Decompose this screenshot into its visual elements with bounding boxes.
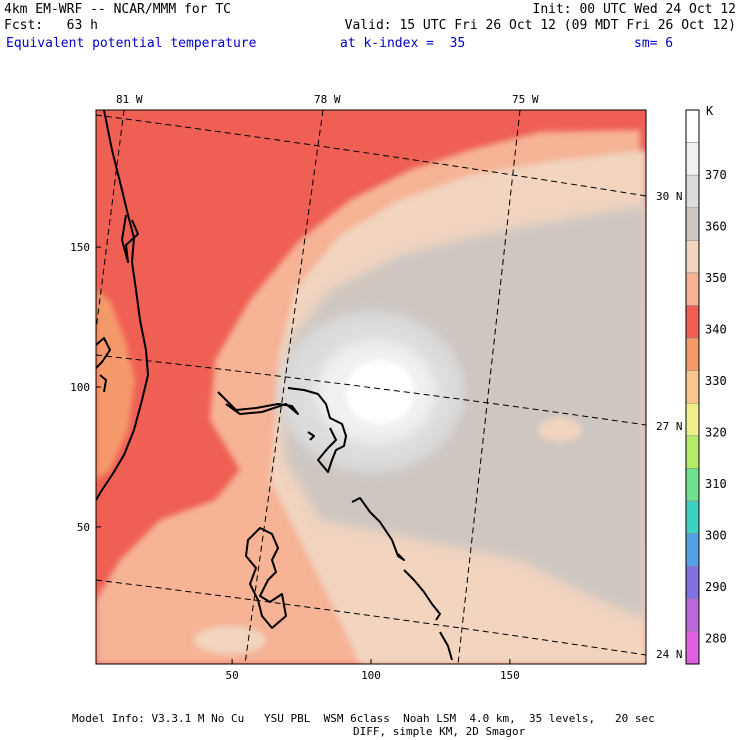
colorbar-label: 340 bbox=[705, 323, 727, 337]
colorbar-label: 310 bbox=[705, 477, 727, 491]
y-tick-label: 150 bbox=[70, 241, 90, 254]
colorbar-bin bbox=[685, 305, 700, 339]
meridian-78w bbox=[244, 110, 324, 664]
colorbar: K 370 360 350 340 330 320 310 300 290 280 bbox=[685, 104, 727, 665]
lon-label-81w: 81 W bbox=[116, 93, 143, 106]
coastlines bbox=[96, 110, 453, 661]
colorbar-bin bbox=[685, 240, 700, 274]
florida-east-coast bbox=[96, 110, 149, 501]
andros bbox=[245, 527, 287, 629]
parallel-24n bbox=[96, 579, 646, 656]
graticule bbox=[96, 110, 646, 664]
long-island bbox=[439, 631, 453, 661]
meridian-81w bbox=[96, 110, 125, 331]
eleuthera bbox=[351, 497, 405, 561]
colorbar-label: 350 bbox=[705, 271, 727, 285]
lat-label-30n: 30 N bbox=[656, 190, 683, 203]
colorbar-bin bbox=[685, 337, 700, 371]
colorbar-label: 330 bbox=[705, 374, 727, 388]
colorbar-bin bbox=[685, 109, 700, 143]
colorbar-bin bbox=[685, 435, 700, 469]
lake-okeechobee bbox=[99, 374, 107, 393]
latitude-labels: 30 N 27 N 24 N bbox=[656, 190, 683, 661]
florida-indian-river bbox=[121, 214, 139, 263]
grand-bahama bbox=[217, 391, 299, 415]
grid-axes: 50 100 150 50 100 150 bbox=[70, 241, 520, 682]
smoothing: sm= 6 bbox=[634, 36, 674, 51]
colorbar-bin bbox=[685, 598, 700, 632]
model-info-line1: Model Info: V3.3.1 M No Cu YSU PBL WSM 6… bbox=[72, 712, 655, 725]
level-index: at k-index = 35 bbox=[340, 36, 466, 51]
colorbar-bin bbox=[685, 142, 700, 176]
colorbar-bin bbox=[685, 533, 700, 567]
lat-label-24n: 24 N bbox=[656, 648, 683, 661]
colorbar-label: 280 bbox=[705, 632, 727, 646]
colorbar-label: 370 bbox=[705, 168, 727, 182]
x-tick-label: 150 bbox=[500, 669, 520, 682]
model-info-line2: DIFF, simple KM, 2D Smagor bbox=[353, 725, 526, 738]
colorbar-bin bbox=[685, 403, 700, 437]
exumas bbox=[403, 569, 441, 621]
abaco bbox=[287, 387, 347, 473]
colorbar-label: 300 bbox=[705, 529, 727, 543]
lon-label-75w: 75 W bbox=[512, 93, 539, 106]
field-name: Equivalent potential temperature bbox=[6, 36, 257, 51]
colorbar-bin bbox=[685, 207, 700, 241]
forecast-hour: Fcst: 63 h bbox=[4, 18, 98, 33]
colorbar-bin bbox=[685, 631, 700, 665]
colorbar-frame bbox=[685, 109, 700, 665]
colorbar-bin bbox=[685, 370, 700, 404]
y-tick-label: 100 bbox=[70, 381, 90, 394]
meridian-75w bbox=[457, 110, 521, 664]
y-tick-label: 50 bbox=[77, 521, 90, 534]
new-providence bbox=[307, 431, 315, 441]
valid-time: Valid: 15 UTC Fri 26 Oct 12 (09 MDT Fri … bbox=[344, 18, 736, 33]
colorbar-bin bbox=[685, 174, 700, 209]
lat-label-27n: 27 N bbox=[656, 420, 683, 433]
colorbar-bin bbox=[685, 500, 700, 534]
lon-label-78w: 78 W bbox=[314, 93, 341, 106]
model-title: 4km EM-WRF -- NCAR/MMM for TC bbox=[4, 2, 231, 17]
colorbar-units: K bbox=[706, 104, 714, 118]
x-tick-label: 100 bbox=[361, 669, 381, 682]
init-time: Init: 00 UTC Wed 24 Oct 12 bbox=[532, 2, 737, 17]
colorbar-label: 320 bbox=[705, 426, 727, 440]
florida-west-shore bbox=[96, 337, 111, 369]
colorbar-bin bbox=[685, 468, 700, 502]
colorbar-bin bbox=[685, 272, 700, 306]
longitude-labels: 81 W 78 W 75 W bbox=[116, 93, 539, 106]
colorbar-label: 360 bbox=[705, 220, 727, 234]
colorbar-bin bbox=[685, 565, 700, 600]
parallel-30n bbox=[96, 114, 646, 197]
theta-e-field bbox=[96, 110, 646, 664]
x-tick-label: 50 bbox=[225, 669, 238, 682]
colorbar-label: 290 bbox=[705, 580, 727, 594]
